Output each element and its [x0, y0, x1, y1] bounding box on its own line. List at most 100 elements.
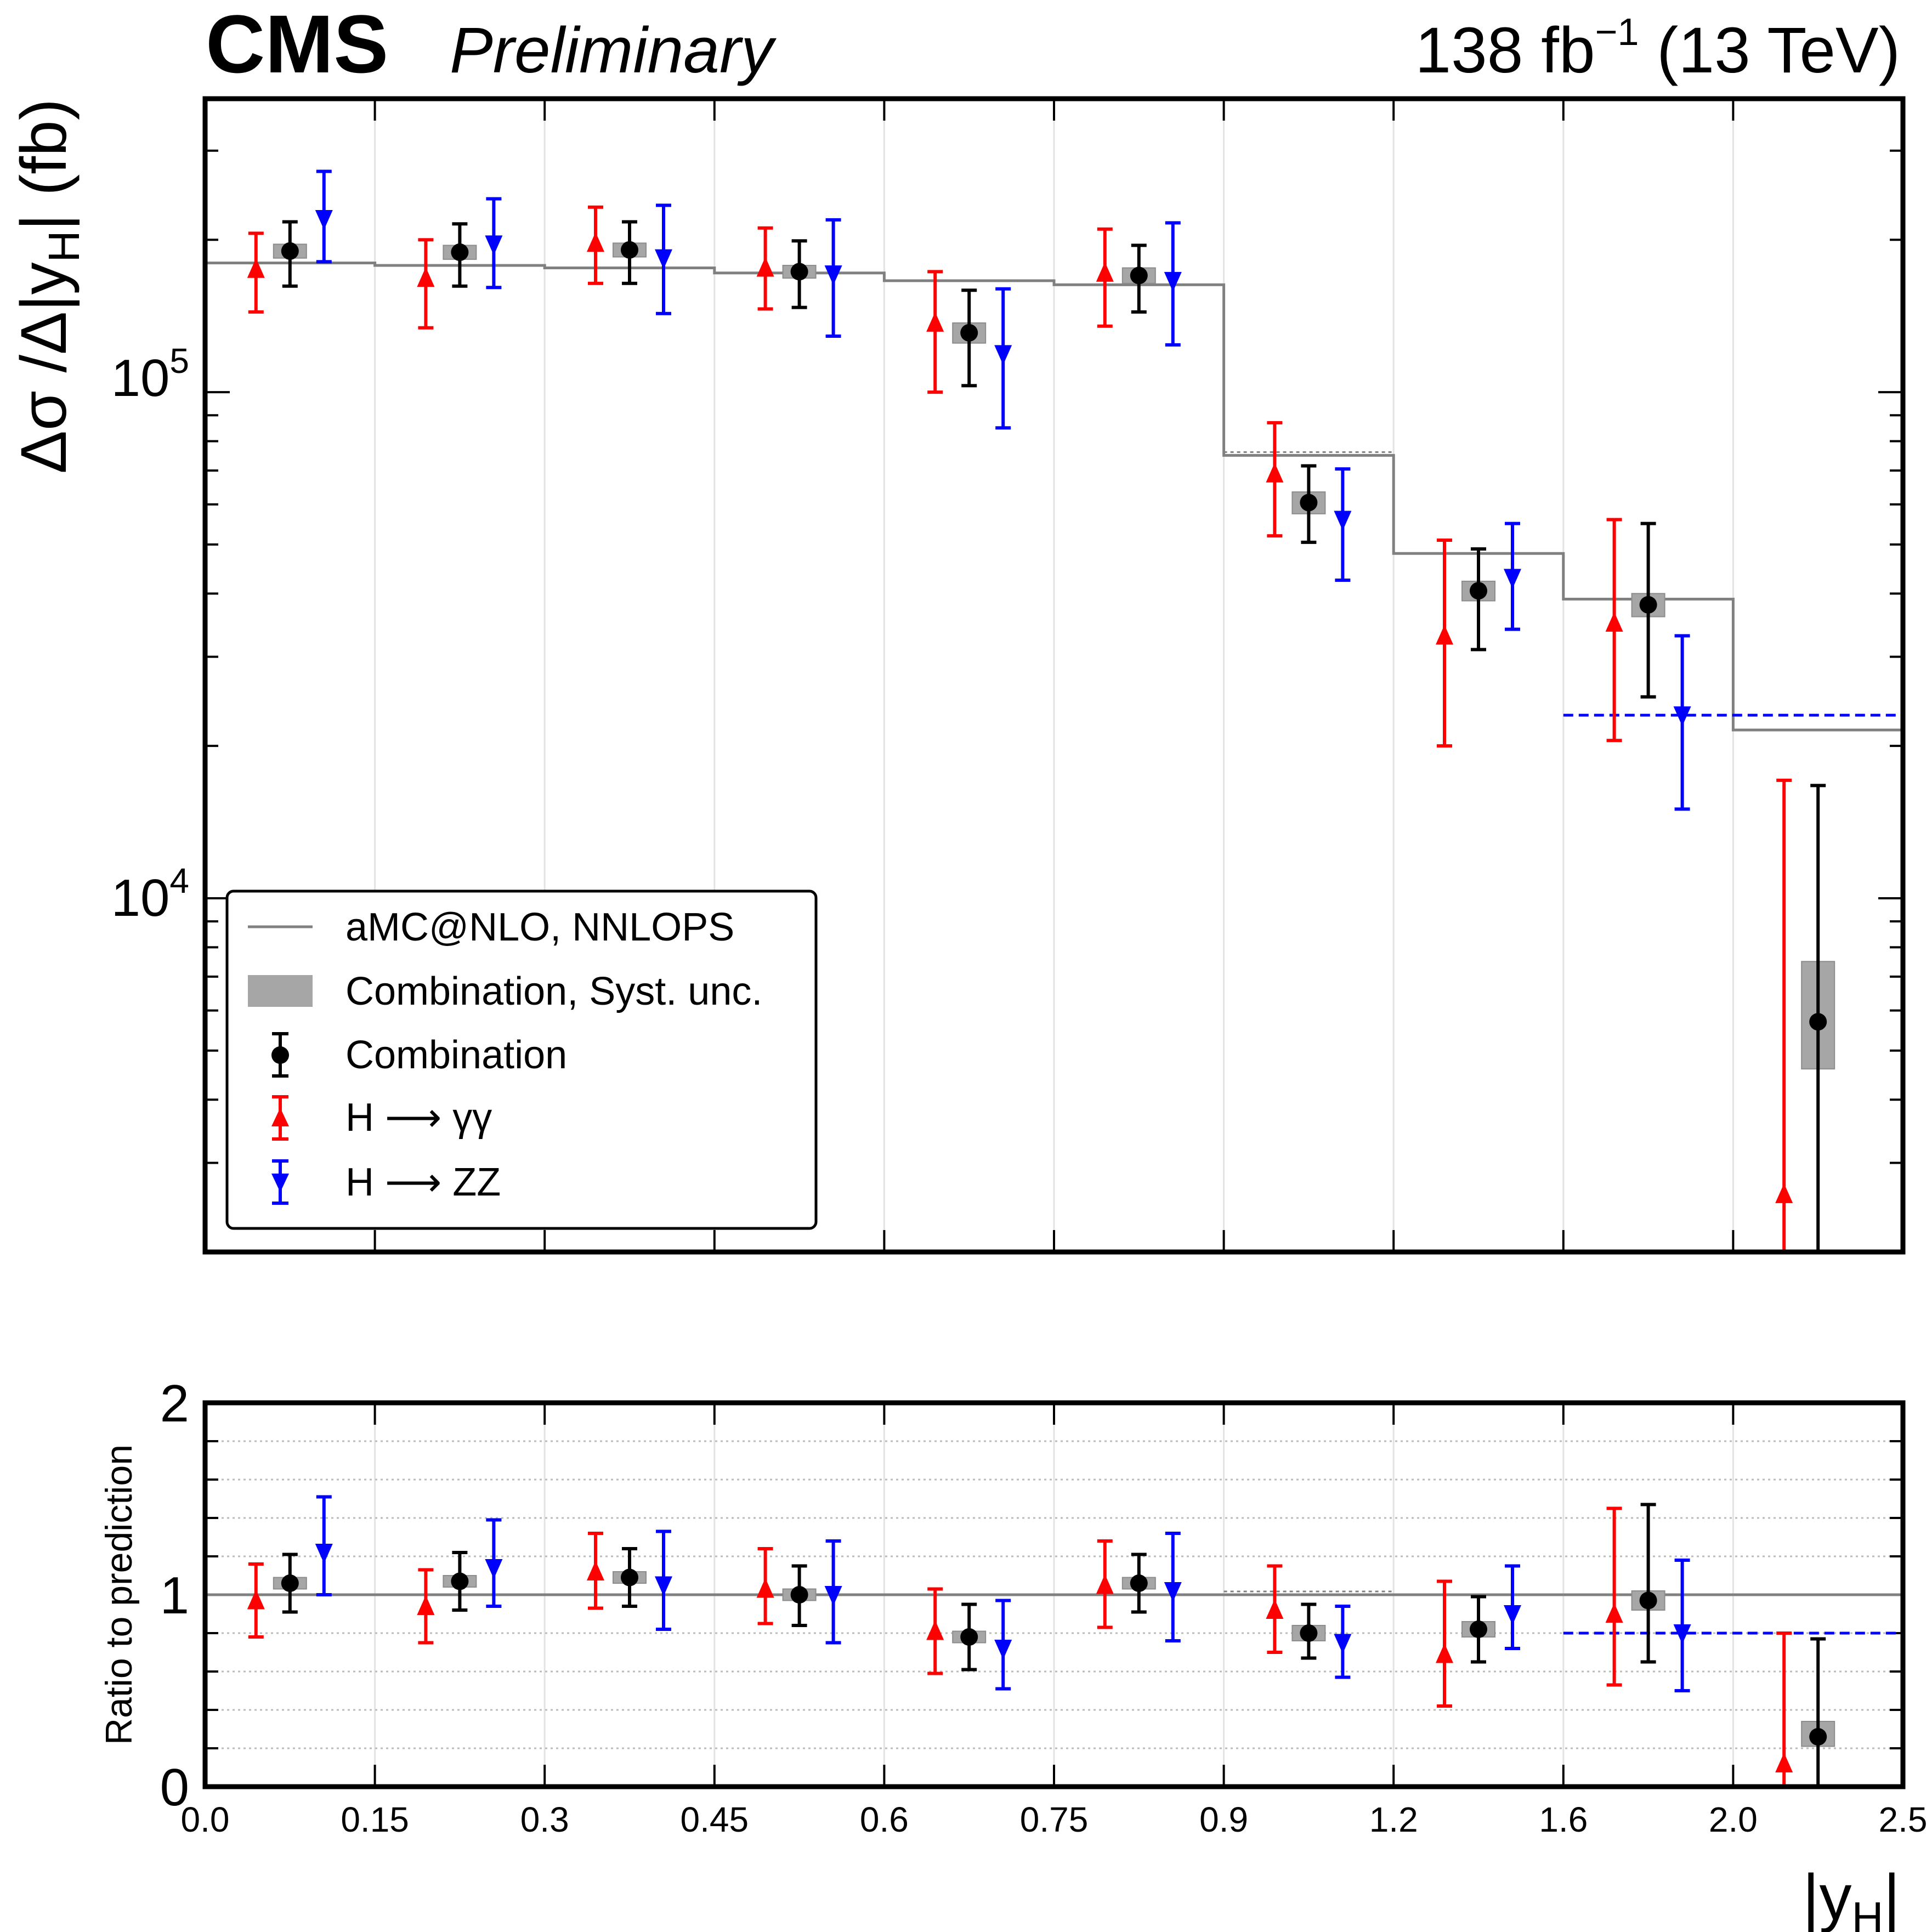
prediction-step-line — [205, 261, 1903, 732]
ratio-points — [247, 1495, 1835, 1787]
combination-point — [790, 1586, 808, 1604]
legend-hzz-label: H ⟶ ZZ — [345, 1160, 501, 1204]
hgg-point — [1775, 1753, 1793, 1772]
combination-point — [451, 1572, 469, 1590]
hgg-point — [1266, 462, 1284, 483]
y-axis-label-main: Δσ /Δ|yH| (fb) — [8, 99, 88, 474]
hgg-point — [1436, 625, 1453, 645]
combination-point — [1639, 1591, 1657, 1610]
hzz-point — [1504, 569, 1521, 589]
hzz-point — [994, 345, 1012, 365]
hgg-point — [756, 1578, 774, 1598]
hzz-point — [1164, 271, 1182, 292]
hgg-point — [1266, 1599, 1284, 1619]
x-tick-label: 0.6 — [860, 1800, 909, 1839]
x-tick-label: 0.0 — [181, 1800, 230, 1839]
hgg-point — [247, 1589, 265, 1610]
x-tick-label: 1.6 — [1539, 1800, 1588, 1839]
hgg-point — [417, 1595, 435, 1615]
hzz-point — [1673, 1624, 1691, 1644]
x-tick-label: 2.5 — [1879, 1800, 1928, 1839]
y-axis-label-ratio: Ratio to prediction — [98, 1444, 140, 1745]
combination-point — [1809, 1728, 1827, 1746]
legend: aMC@NLO, NNLOPS Combination, Syst. unc. … — [225, 889, 818, 1230]
y-tick-1e5: 105 — [111, 341, 189, 407]
hzz-point — [824, 265, 842, 286]
combination-point — [1130, 1574, 1148, 1592]
legend-box — [225, 889, 818, 1230]
combination-point — [451, 243, 469, 261]
preliminary-label: Preliminary — [450, 14, 777, 87]
hgg-point — [417, 267, 435, 287]
main-points — [247, 169, 1835, 1252]
combination-point — [1470, 1621, 1487, 1638]
hgg-point — [1775, 1183, 1793, 1203]
x-tick-label: 0.9 — [1199, 1800, 1248, 1839]
combination-point — [1300, 1624, 1318, 1642]
lumi-prefix: 138 fb — [1415, 14, 1595, 87]
hgg-point — [756, 257, 774, 277]
combination-point — [790, 263, 808, 281]
hgg-point — [1605, 611, 1623, 632]
x-tick-labels: 0.0 0.15 0.3 0.45 0.6 0.75 0.9 1.2 1.6 2.0 2.5 — [181, 1800, 1928, 1839]
main-panel: 105 104 Δσ /Δ|yH| (fb) aMC@NLO, NNLOPS C… — [8, 96, 1906, 1255]
ratio-ytick-label: 2 — [160, 1374, 189, 1433]
hzz-point — [1673, 706, 1691, 727]
legend-combination-label: Combination — [345, 1033, 567, 1077]
combination-point — [1470, 582, 1487, 600]
legend-prediction-label: aMC@NLO, NNLOPS — [345, 905, 734, 949]
hgg-point — [1096, 262, 1114, 282]
hgg-point — [926, 311, 944, 332]
combination-point — [1130, 267, 1148, 285]
hgg-point — [1436, 1643, 1453, 1663]
ratio-frame — [202, 1400, 1906, 1789]
hzz-point — [824, 1586, 842, 1606]
x-tick-label: 1.2 — [1369, 1800, 1418, 1839]
x-tick-label: 0.75 — [1020, 1800, 1089, 1839]
x-tick-label: 0.45 — [681, 1800, 749, 1839]
hzz-point — [485, 1559, 503, 1579]
hgg-point — [1096, 1574, 1114, 1594]
legend-hgg-label: H ⟶ γγ — [345, 1096, 492, 1140]
combination-point — [281, 242, 299, 260]
hzz-point — [1334, 1634, 1352, 1654]
hzz-point — [315, 210, 333, 230]
hzz-point — [1504, 1605, 1521, 1625]
x-tick-label: 2.0 — [1709, 1800, 1758, 1839]
hzz-point — [994, 1640, 1012, 1659]
hzz-point — [1164, 1582, 1182, 1602]
y-tick-1e4: 104 — [111, 861, 189, 927]
ratio-ytick-labels: 0 1 2 — [160, 1374, 189, 1817]
x-tick-label: 0.3 — [520, 1800, 569, 1839]
legend-combination-marker — [271, 1032, 289, 1078]
lumi-exponent: −1 — [1595, 10, 1639, 53]
ratio-ytick-label: 1 — [160, 1566, 189, 1625]
combination-point — [960, 324, 978, 342]
hgg-point — [587, 1561, 604, 1580]
hgg-point — [587, 232, 604, 252]
combination-point — [1300, 494, 1318, 512]
ratio-prediction — [205, 1590, 1903, 1635]
legend-hzz-marker — [271, 1159, 289, 1205]
combination-point — [1809, 1013, 1827, 1031]
legend-syst-label: Combination, Syst. unc. — [345, 970, 762, 1013]
lumi-label: 138 fb−1 (13 TeV) — [1415, 10, 1901, 87]
combination-point — [281, 1574, 299, 1592]
main-frame — [202, 96, 1906, 1255]
combination-point — [1639, 596, 1657, 614]
combination-point — [621, 1568, 638, 1587]
hzz-point — [315, 1544, 333, 1563]
combination-point — [621, 241, 638, 259]
x-axis-label: |yH| — [1803, 1861, 1900, 1932]
hgg-point — [1605, 1603, 1623, 1623]
legend-syst-swatch — [248, 975, 313, 1007]
x-tick-label: 0.15 — [341, 1800, 409, 1839]
hzz-point — [655, 1576, 672, 1596]
hgg-point — [247, 258, 265, 278]
legend-hgg-marker — [271, 1095, 289, 1141]
ratio-ytick-label: 0 — [160, 1758, 189, 1817]
combination-point — [960, 1628, 978, 1646]
hgg-point — [926, 1620, 944, 1640]
hzz-point — [485, 235, 503, 256]
